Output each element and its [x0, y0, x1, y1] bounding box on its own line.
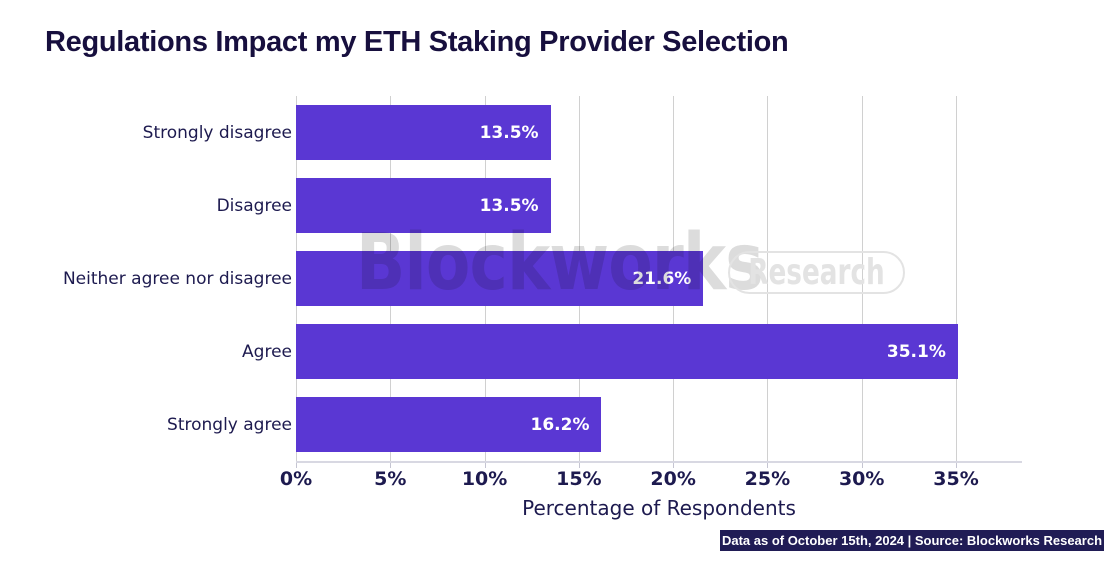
- x-axis-line: [296, 461, 1022, 463]
- bar-value-label: 16.2%: [530, 414, 590, 435]
- x-tick-label: 25%: [744, 468, 791, 490]
- bar-strongly-disagree: 13.5%: [296, 105, 551, 160]
- x-axis-title: Percentage of Respondents: [522, 496, 796, 520]
- category-label: Agree: [242, 341, 292, 362]
- x-tick-label: 5%: [374, 468, 407, 490]
- x-tick-label: 35%: [933, 468, 979, 490]
- x-tick-label: 10%: [461, 468, 508, 490]
- x-tick-label: 0%: [279, 468, 313, 490]
- x-tick-15%: [578, 462, 580, 468]
- x-tick-35%: [956, 462, 957, 468]
- bar-agree: 35.1%: [296, 324, 958, 379]
- x-tick-0%: [296, 462, 297, 468]
- gridline-30%: [861, 96, 863, 461]
- category-label: Strongly agree: [167, 414, 292, 435]
- x-tick-label: 20%: [650, 468, 696, 490]
- x-tick-label: 30%: [838, 468, 885, 490]
- research-badge-label: Research: [748, 251, 885, 293]
- category-label: Strongly disagree: [142, 122, 292, 143]
- source-footer-text: Data as of October 15th, 2024 | Source: …: [721, 533, 1103, 548]
- bar-value-label: 13.5%: [479, 122, 539, 143]
- gridline-25%: [767, 96, 769, 461]
- x-tick-20%: [673, 462, 675, 468]
- source-footer: Data as of October 15th, 2024 | Source: …: [720, 530, 1104, 551]
- bar-value-label: 21.6%: [632, 268, 692, 289]
- x-tick-25%: [767, 462, 769, 468]
- x-tick-30%: [861, 462, 863, 468]
- bar-neither-agree-nor-disagree: 21.6%: [296, 251, 704, 306]
- bar-value-label: 13.5%: [479, 195, 539, 216]
- category-label: Neither agree nor disagree: [62, 268, 292, 289]
- x-tick-5%: [390, 462, 392, 468]
- bar-disagree: 13.5%: [296, 178, 551, 233]
- research-badge: Research: [728, 251, 905, 294]
- bar-value-label: 35.1%: [886, 341, 946, 362]
- x-tick-10%: [484, 462, 486, 468]
- x-tick-label: 15%: [556, 468, 602, 490]
- gridline-35%: [956, 96, 957, 461]
- bar-strongly-agree: 16.2%: [296, 397, 602, 452]
- chart-title: Regulations Impact my ETH Staking Provid…: [45, 26, 789, 58]
- category-label: Disagree: [216, 195, 292, 216]
